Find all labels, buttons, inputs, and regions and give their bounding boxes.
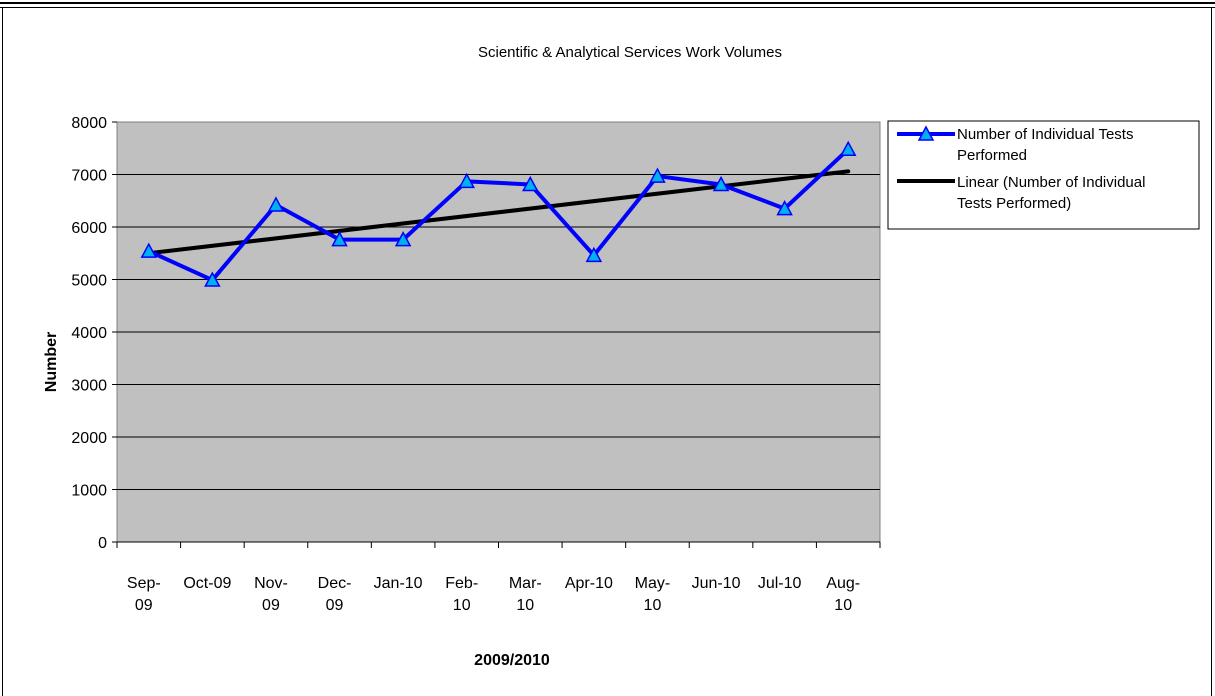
x-tick-label: Jan-10 (374, 575, 423, 592)
frame-top-inner-border (0, 7, 1215, 8)
y-axis-title: Number (43, 332, 60, 392)
x-axis (116, 541, 881, 548)
x-tick-label-line: 10 (453, 597, 471, 614)
x-tick-label-line: Aug- (826, 575, 860, 592)
x-tick-label-line: Feb- (445, 575, 478, 592)
data-point-marker (204, 271, 221, 287)
legend-label-linear: Linear (Number of Individual (957, 174, 1145, 191)
data-point-marker (712, 175, 730, 192)
x-tick-label-line: May- (635, 575, 671, 592)
x-tick-label-line: Mar- (509, 575, 542, 592)
data-point-marker (394, 231, 412, 247)
x-tick-label-line: 10 (516, 597, 534, 614)
x-axis-title: 2009/2010 (474, 652, 550, 669)
y-axis-tick-labels: 0 1000 2000 3000 4000 5000 6000 7000 8000 (71, 115, 117, 552)
x-tick-label-line: Jan-10 (374, 575, 423, 592)
y-tick-label: 6000 (71, 220, 107, 237)
data-series (140, 140, 857, 287)
x-tick-label: May- 10 (635, 575, 671, 614)
x-tick-label: Jun-10 (692, 575, 741, 592)
x-tick-label: Dec- 09 (318, 575, 352, 614)
data-point-marker (839, 140, 857, 157)
legend-box (887, 120, 1200, 230)
x-tick-label-line: 09 (262, 597, 280, 614)
y-tick-label: 8000 (71, 115, 107, 132)
y-tick-label: 0 (98, 535, 107, 552)
data-point-marker (649, 167, 666, 183)
data-point-marker (522, 175, 539, 192)
legend-label-tests: Number of Individual Tests (957, 126, 1133, 143)
x-tick-label: Mar- 10 (509, 575, 542, 614)
frame-top-border (0, 2, 1215, 4)
data-point-marker (331, 231, 348, 247)
x-tick-label-line: 09 (135, 597, 153, 614)
frame-right-border (1211, 7, 1212, 696)
chart-title: Scientific & Analytical Services Work Vo… (478, 44, 782, 61)
data-point-marker (458, 172, 475, 189)
x-tick-label-line: 10 (834, 597, 852, 614)
y-tick-label: 1000 (71, 483, 107, 500)
x-tick-label-line: Dec- (318, 575, 352, 592)
x-tick-label-line: Jul-10 (758, 575, 802, 592)
legend-label-linear: Tests Performed) (957, 195, 1071, 212)
y-tick-label: 2000 (71, 430, 107, 447)
x-tick-label-line: Sep- (127, 575, 161, 592)
x-tick-label: Sep- 09 (127, 575, 161, 614)
legend: Number of Individual Tests Performed Linea… (887, 120, 1200, 230)
x-tick-label: Nov- 09 (254, 575, 288, 614)
x-tick-label: Feb- 10 (445, 575, 478, 614)
data-point-marker (585, 246, 603, 263)
y-tick-label: 7000 (71, 168, 107, 185)
x-tick-label: Apr-10 (565, 575, 613, 592)
gridlines (117, 174, 880, 490)
legend-label-tests: Performed (957, 147, 1027, 164)
x-tick-label-line: Oct-09 (183, 575, 231, 592)
series-line (147, 147, 850, 283)
legend-marker-tests (917, 125, 935, 141)
x-tick-label-line: 10 (644, 597, 662, 614)
y-tick-label: 4000 (71, 325, 107, 342)
y-tick-label: 3000 (71, 378, 107, 395)
trendline (146, 169, 851, 256)
x-tick-label-line: 09 (326, 597, 344, 614)
x-tick-label-line: Nov- (254, 575, 288, 592)
data-point-marker (140, 242, 158, 258)
x-tick-label: Jul-10 (758, 575, 802, 592)
y-tick-label: 5000 (71, 273, 107, 290)
x-tick-label: Aug- 10 (826, 575, 860, 614)
x-tick-label-line: Apr-10 (565, 575, 613, 592)
frame-left-border (2, 7, 3, 696)
x-tick-label-line: Jun-10 (692, 575, 741, 592)
trendline-series (146, 169, 851, 256)
data-point-marker (267, 196, 285, 212)
data-point-marker (776, 200, 793, 216)
x-tick-label: Oct-09 (183, 575, 231, 592)
